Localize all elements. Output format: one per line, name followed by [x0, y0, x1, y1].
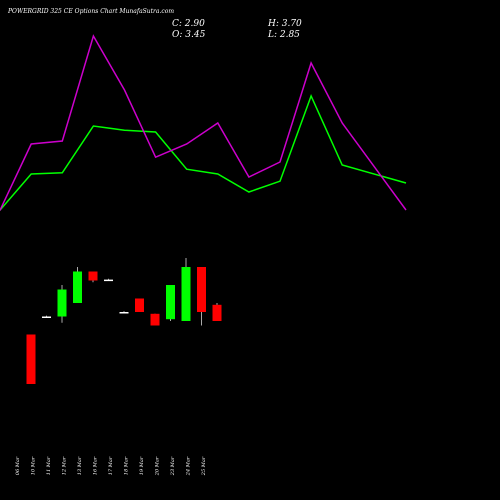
candle-body	[181, 267, 191, 321]
x-tick-label: 10 Mar	[31, 456, 37, 475]
x-tick-label: 13 Mar	[77, 456, 83, 475]
candle-body	[73, 271, 82, 303]
lower-line-path	[0, 34, 407, 211]
x-tick-label: 19 Mar	[139, 456, 145, 475]
x-tick-label: 06 Mar	[15, 456, 21, 475]
x-tick-label: 16 Mar	[93, 456, 99, 475]
x-tick-label: 20 Mar	[155, 456, 161, 476]
x-tick-label: 24 Mar	[186, 456, 192, 476]
x-tick-label: 17 Mar	[108, 456, 114, 475]
candle-body	[57, 289, 67, 317]
x-tick-label: 23 Mar	[170, 456, 176, 476]
candle-body	[135, 298, 144, 312]
x-tick-label: 12 Mar	[62, 456, 68, 475]
high-value: H: 3.70	[267, 19, 302, 29]
low-value: L: 2.85	[267, 30, 300, 40]
x-tick-label: 18 Mar	[124, 456, 130, 475]
candle-body	[166, 285, 175, 320]
x-tick-label: 25 Mar	[201, 456, 207, 476]
candle-body	[26, 334, 36, 384]
candle-body	[42, 316, 51, 318]
candle-body	[88, 271, 98, 281]
candle-body	[197, 267, 206, 312]
candle-body	[104, 279, 113, 282]
candlesticks	[26, 258, 222, 384]
lower-indicator-line	[0, 34, 407, 211]
x-axis-labels: 06 Mar 10 Mar 11 Mar 12 Mar 13 Mar 16 Mar 17 M…	[15, 456, 207, 476]
chart-title: POWERGRID 325 CE Options Chart MunafaSut…	[7, 8, 174, 15]
candle-body	[212, 304, 222, 321]
candle-body	[150, 313, 160, 326]
close-value: C: 2.90	[172, 19, 205, 29]
open-value: O: 3.45	[172, 30, 206, 40]
x-tick-label: 11 Mar	[46, 456, 52, 475]
candle-body	[119, 312, 129, 314]
